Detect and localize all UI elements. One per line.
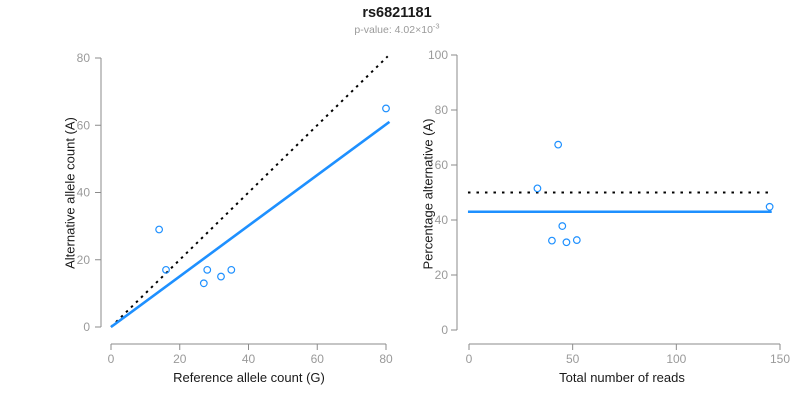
data-point (155, 225, 164, 234)
figure-title: rs6821181 (362, 5, 432, 21)
y-tick-label: 60 (77, 118, 91, 132)
plot-panel-right: 0 20 40 60 80 100 0 50 100 150 (428, 48, 790, 366)
y-tick-label: 20 (77, 253, 91, 267)
x-tick-label: 40 (242, 352, 256, 366)
plot-panel-left: 0 20 40 60 80 0 20 40 60 80 (77, 51, 393, 366)
data-point (765, 202, 774, 211)
figure-header: rs6821181 p-value: 4.02×10-3 (0, 5, 794, 36)
pvalue-text: p-value: 4.02×10 (354, 24, 433, 36)
y-tick-label: 80 (77, 51, 91, 65)
figure-subtitle: p-value: 4.02×10-3 (0, 21, 794, 36)
data-point (227, 265, 236, 274)
y-tick-label: 100 (428, 48, 448, 62)
y-tick-label: 80 (435, 103, 449, 117)
data-point (558, 222, 567, 230)
fit-line (110, 120, 391, 329)
left-xaxis-title: Reference allele count (G) (173, 370, 325, 385)
x-tick-label: 150 (770, 352, 790, 366)
identity-line (110, 55, 389, 328)
y-tick-label: 60 (435, 158, 449, 172)
x-tick-label: 50 (566, 352, 580, 366)
y-tick-label: 40 (435, 213, 449, 227)
y-tick-label: 0 (83, 320, 90, 334)
x-tick-label: 20 (173, 352, 187, 366)
data-point (199, 279, 208, 288)
data-point (562, 238, 571, 247)
right-yaxis-title: Percentage alternative (A) (420, 118, 436, 270)
x-tick-label: 0 (108, 352, 115, 366)
y-tick-label: 20 (435, 268, 449, 282)
x-tick-label: 0 (466, 352, 473, 366)
right-xaxis-title: Total number of reads (559, 370, 685, 385)
data-point (533, 184, 542, 193)
x-tick-label: 60 (311, 352, 325, 366)
pvalue-exponent: -3 (432, 21, 440, 31)
y-tick-label: 0 (441, 323, 448, 337)
data-point (203, 265, 212, 274)
x-tick-label: 80 (379, 352, 393, 366)
data-point (217, 272, 225, 281)
x-tick-label: 100 (666, 352, 686, 366)
y-tick-label: 40 (77, 186, 91, 200)
data-point (548, 236, 556, 245)
data-point (382, 104, 390, 113)
data-point (162, 265, 170, 274)
left-yaxis-title: Alternative allele count (A) (62, 117, 78, 269)
data-point (572, 236, 581, 244)
data-point (554, 140, 563, 149)
